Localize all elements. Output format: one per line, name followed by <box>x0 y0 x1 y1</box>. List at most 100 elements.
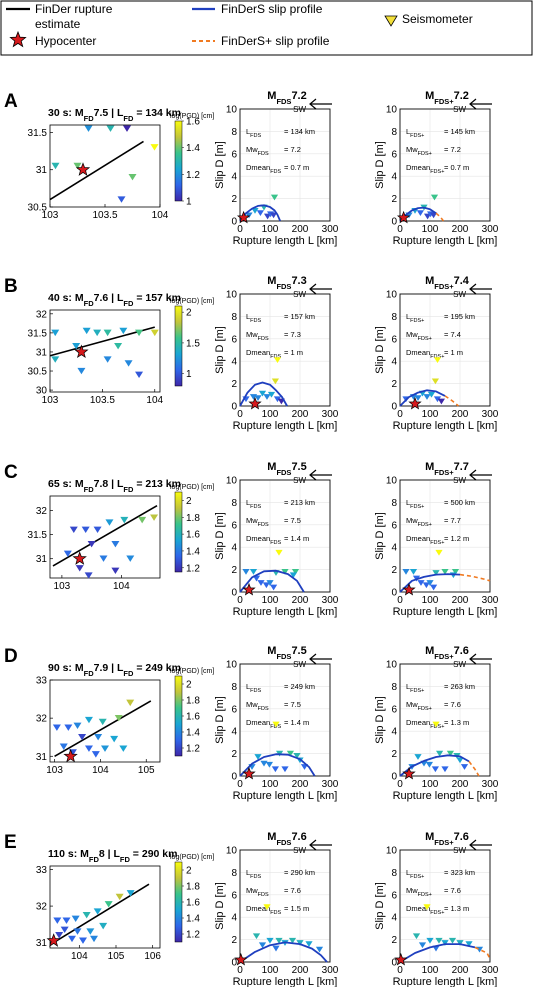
slip-station <box>281 568 289 575</box>
direction-arrow-head <box>309 283 317 295</box>
map-station <box>150 329 159 337</box>
map-title: 90 s: MFD7.9 | LFD = 249 km <box>48 662 181 678</box>
info-value: = 1.3 m <box>444 718 469 727</box>
slip-station <box>254 395 262 402</box>
slip-ylabel: Slip D [m] <box>214 882 226 930</box>
map-ytick-label: 33 <box>36 676 48 687</box>
slip-station <box>423 394 431 400</box>
slip-title: MFDS+7.2 <box>425 90 469 106</box>
map-station <box>99 555 108 562</box>
colorbar-tick-label: 2 <box>186 308 192 319</box>
map-station <box>79 937 87 944</box>
map-station <box>93 329 102 337</box>
map-station <box>73 928 82 935</box>
direction-label: SW <box>453 290 466 299</box>
slip-ytick-label: 4 <box>231 543 237 554</box>
map-title: 65 s: MFD7.8 | LFD = 213 km <box>48 478 181 494</box>
colorbar-tick-label: 1.8 <box>186 882 200 893</box>
slip-station <box>258 390 267 397</box>
slip-xtick-label: 100 <box>422 224 439 235</box>
map-E: 104 105 106 31 32 33 <box>36 865 162 962</box>
slip-station <box>258 942 267 949</box>
map-station <box>78 734 87 741</box>
slip-station <box>446 750 454 757</box>
slip-xtick-label: 300 <box>482 965 499 976</box>
direction-arrow-head <box>469 98 477 110</box>
colorbar-tick-label: 2 <box>186 680 192 691</box>
slip-station <box>266 580 274 586</box>
slip-hypocenter <box>242 766 256 780</box>
slip-xtick-label: 300 <box>322 409 339 420</box>
panel-letter: D <box>4 646 18 667</box>
slip-station <box>414 754 422 760</box>
slip-station <box>286 750 294 757</box>
map-station <box>84 745 93 752</box>
info-value: = 145 km <box>444 127 475 136</box>
slip-plot-fds-E: 0 100 200 300 0 2 4 6 8 10 Rupture length L [km] Sl… <box>214 831 339 987</box>
slip-ytick-label: 6 <box>231 520 237 531</box>
fds-slip-profile <box>239 569 305 593</box>
slip-ytick-label: 10 <box>226 290 238 301</box>
direction-label: SW <box>453 846 466 855</box>
slip-xtick-label: 0 <box>237 595 243 606</box>
slip-ylabel: Slip D [m] <box>374 882 386 930</box>
slip-ytick-label: 2 <box>391 379 397 390</box>
info-value: = 7.7 <box>444 516 461 525</box>
colorbar-label: log(PGD) [cm] <box>170 484 214 491</box>
map-station <box>150 514 159 521</box>
map-ytick-label: 33 <box>36 865 48 876</box>
slip-plot-fds-D: 0 100 200 300 0 2 4 6 8 10 Rupture length L [km] Sl… <box>214 645 339 802</box>
slip-station <box>267 391 276 398</box>
legend-fdsp-label: FinDerS+ slip profile <box>221 34 330 48</box>
colorbar-bar <box>174 491 183 573</box>
slip-ytick-label: 0 <box>391 958 397 969</box>
info-value: = 7.5 <box>284 700 301 709</box>
info-value: = 157 km <box>284 312 315 321</box>
direction-arrow-head <box>469 283 477 295</box>
slip-xtick-label: 200 <box>452 779 469 790</box>
slip-station <box>265 761 273 768</box>
slip-station <box>270 194 279 201</box>
info-key: LFDS+ <box>406 682 424 694</box>
map-ytick-label: 32 <box>36 902 48 913</box>
slip-xtick-label: 100 <box>262 224 279 235</box>
slip-station <box>272 945 280 952</box>
info-value: = 7.4 <box>444 330 461 339</box>
slip-xtick-label: 200 <box>452 595 469 606</box>
slip-station <box>430 194 439 201</box>
map-station <box>51 356 60 363</box>
slip-ytick-label: 4 <box>391 543 397 554</box>
slip-station <box>270 212 278 219</box>
slip-ytick-label: 6 <box>231 149 237 160</box>
finder-rupture-line <box>49 140 144 201</box>
slip-station <box>416 210 424 217</box>
slip-xtick-label: 300 <box>482 595 499 606</box>
slip-hypocenter <box>396 210 411 224</box>
slip-plot-fds-B: 0 100 200 300 0 2 4 6 8 10 Rupture length L [km] Sl… <box>214 275 339 432</box>
info-key: MwFDS+ <box>406 330 432 342</box>
slip-xlabel: Rupture length L [km] <box>233 976 338 987</box>
map-station <box>73 722 82 729</box>
slip-xtick-label: 300 <box>482 779 499 790</box>
map-station <box>55 932 64 939</box>
slip-xlabel: Rupture length L [km] <box>393 790 498 802</box>
map-station <box>115 893 124 901</box>
slip-station <box>436 750 444 757</box>
slip-station <box>256 210 264 217</box>
map-xtick-label: 103.5 <box>90 395 115 406</box>
info-value: = 1.4 m <box>284 534 309 543</box>
colorbar-tick-label: 1.4 <box>186 546 200 557</box>
colorbar-label: log(PGD) [cm] <box>170 854 214 861</box>
info-key: DmeanFDS <box>246 163 282 175</box>
slip-xtick-label: 100 <box>262 779 279 790</box>
map-station <box>103 356 112 363</box>
slip-station <box>414 395 422 402</box>
map-station <box>98 718 107 726</box>
map-frame <box>49 865 161 949</box>
info-value: = 1.5 m <box>284 904 309 913</box>
slip-station <box>262 582 270 589</box>
direction-label: SW <box>293 290 306 299</box>
panel-letter: C <box>4 462 18 483</box>
slip-xtick-label: 100 <box>262 409 279 420</box>
colorbar-D: log(PGD) [cm] 1.2 1.4 1.6 1.8 2 <box>170 668 214 757</box>
